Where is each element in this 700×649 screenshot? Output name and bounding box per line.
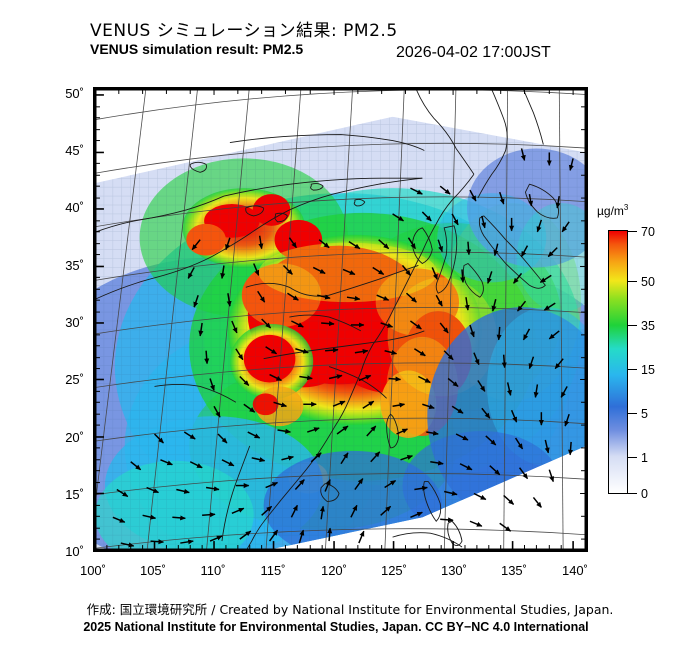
x-axis-tick-140: 140˚ [561,563,589,578]
colorbar-label-70: 70 [641,225,655,239]
colorbar-tick-5 [628,413,637,414]
x-axis-tick-100: 100˚ [79,563,107,578]
x-axis-tick-130: 130˚ [440,563,468,578]
colorbar-label-0: 0 [641,487,648,501]
colorbar-gradient [608,230,628,494]
colorbar-tick-50 [628,281,637,282]
colorbar-tick-35 [628,325,637,326]
colorbar-tick-70 [628,231,637,232]
map-plot-area [93,87,588,552]
colorbar-label-35: 35 [641,319,655,333]
colorbar-label-50: 50 [641,275,655,289]
y-axis-tick-40: 40˚ [65,200,84,215]
y-axis-tick-20: 20˚ [65,430,84,445]
y-axis-tick-15: 15˚ [65,487,84,502]
axis-ticks [95,89,586,550]
colorbar-tick-1 [628,457,637,458]
colorbar-label-15: 15 [641,363,655,377]
y-axis-tick-35: 35˚ [65,258,84,273]
x-axis-tick-110: 110˚ [200,563,226,578]
y-axis-tick-25: 25˚ [65,372,84,387]
colorbar-tick-0 [628,493,637,494]
footer-credit-text: 作成: 国立環境研究所 / Created by National Instit… [86,602,614,617]
colorbar-tick-15 [628,369,637,370]
y-axis-tick-30: 30˚ [65,315,84,330]
y-axis-tick-45: 45˚ [65,143,84,158]
wind-vector-arrows [112,148,574,548]
x-axis-tick-120: 120˚ [320,563,348,578]
x-axis-tick-115: 115˚ [260,563,286,578]
page-title-japanese: VENUS シミュレーション結果: PM2.5 [90,21,398,41]
y-axis-tick-50: 50˚ [65,86,84,101]
page-title-english: VENUS simulation result: PM2.5 [90,41,304,57]
coastline-overlay [95,89,559,550]
x-axis-tick-105: 105˚ [139,563,167,578]
colorbar-unit-label: µg/m3 [597,203,629,218]
y-axis-tick-10: 10˚ [65,544,84,559]
x-axis-tick-125: 125˚ [380,563,408,578]
timestamp-label: 2026-04-02 17:00JST [396,44,551,61]
map-canvas [95,89,586,550]
footer-license-text: 2025 National Institute for Environmenta… [83,620,589,634]
colorbar-label-5: 5 [641,407,648,421]
x-axis-tick-135: 135˚ [500,563,528,578]
colorbar-label-1: 1 [641,451,648,465]
graticule-lines [95,89,586,550]
colorbar-gradient-svg [609,231,627,493]
